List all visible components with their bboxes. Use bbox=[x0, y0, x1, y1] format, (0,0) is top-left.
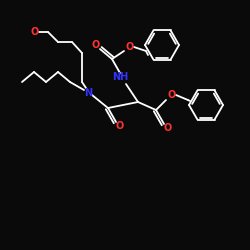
Text: O: O bbox=[116, 121, 124, 131]
Text: N: N bbox=[84, 88, 92, 98]
Text: O: O bbox=[126, 42, 134, 52]
Text: O: O bbox=[164, 123, 172, 133]
Text: O: O bbox=[168, 90, 176, 100]
Text: O: O bbox=[92, 40, 100, 50]
Text: NH: NH bbox=[112, 72, 128, 82]
Text: O: O bbox=[31, 27, 39, 37]
